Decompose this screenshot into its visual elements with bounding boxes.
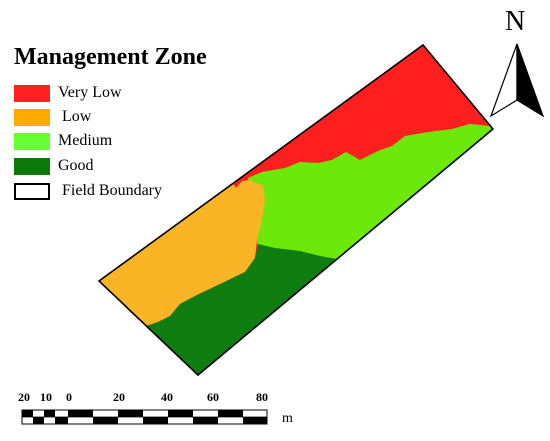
scale-label: 20	[113, 390, 125, 404]
legend-label-medium: Medium	[58, 132, 113, 149]
legend-title: Management Zone	[14, 44, 207, 70]
scale-label: 0	[66, 390, 72, 404]
legend-label-low: Low	[58, 108, 92, 125]
scale-label: 60	[207, 390, 219, 404]
scale-label: 20	[18, 390, 30, 404]
north-arrow-icon	[489, 43, 545, 118]
legend-label-very-low: Very Low	[58, 84, 122, 101]
scale-bar	[21, 409, 268, 425]
field-boundary	[97, 43, 495, 377]
scale-label: 10	[40, 390, 52, 404]
field-boundary-swatch	[14, 183, 50, 200]
legend-label-field-boundary: Field Boundary	[62, 182, 162, 199]
medium-swatch	[14, 133, 50, 150]
very-low-swatch	[14, 85, 50, 102]
legend-label-good: Good	[58, 157, 94, 174]
low-swatch	[14, 109, 50, 126]
scale-unit: m	[282, 411, 293, 426]
scale-label: 80	[256, 390, 268, 404]
scale-label: 40	[161, 390, 173, 404]
good-swatch	[14, 158, 50, 175]
zone-low	[99, 180, 265, 328]
north-label: N	[505, 6, 526, 37]
zone-good	[130, 244, 360, 375]
